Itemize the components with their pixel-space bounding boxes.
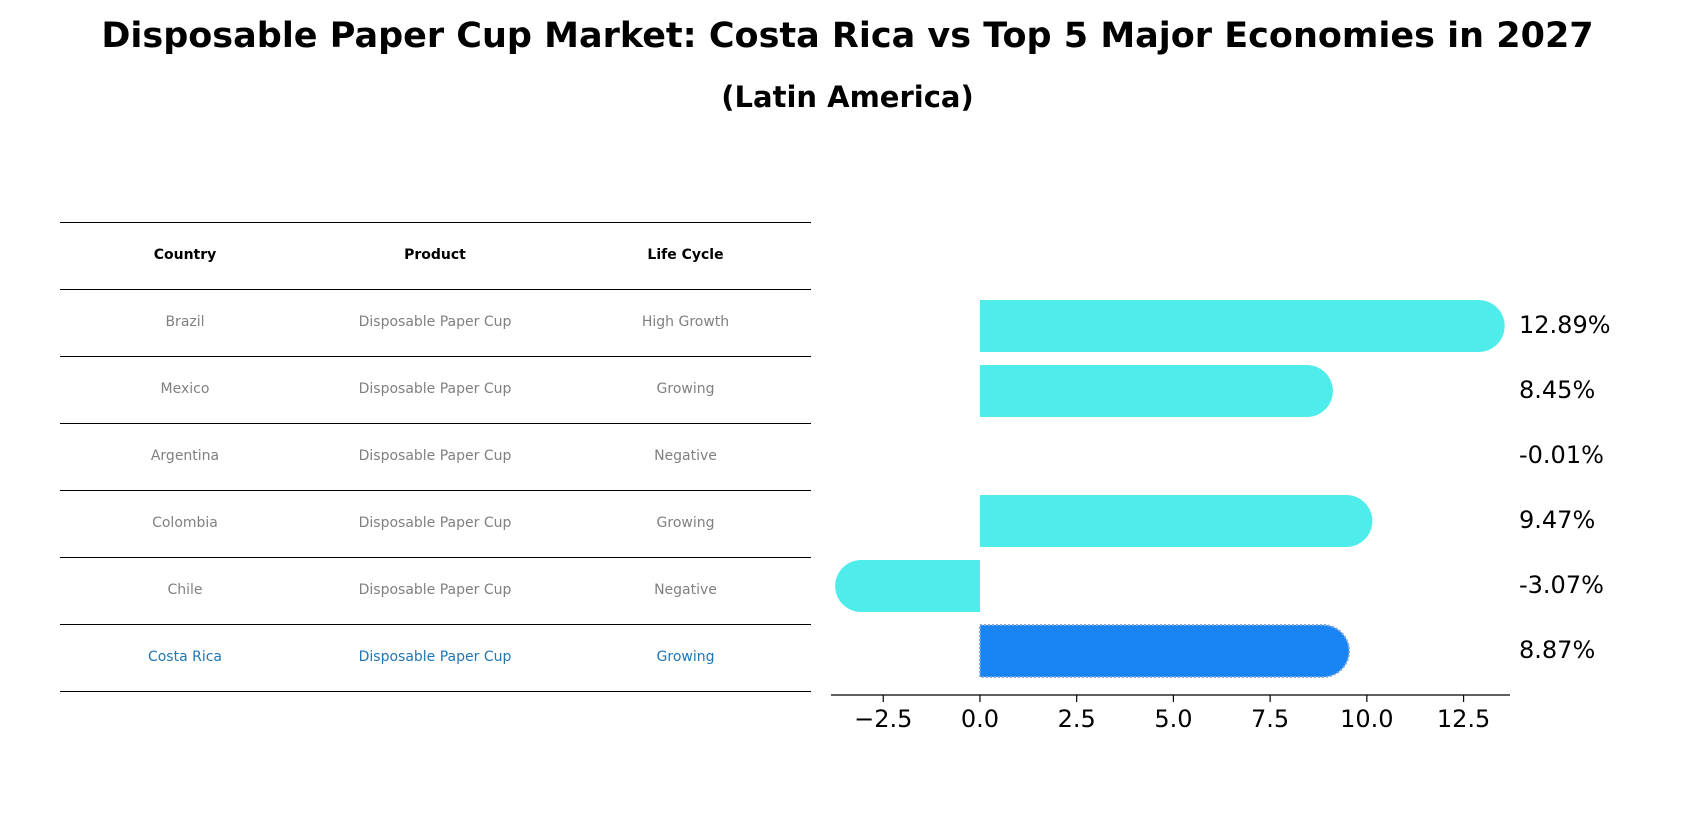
- cell-life-cycle: High Growth: [641, 314, 730, 330]
- header-life-cycle: Life Cycle: [647, 247, 724, 263]
- bar: [979, 495, 1373, 547]
- x-tick-label: 2.5: [1058, 705, 1096, 733]
- value-label: 12.89%: [1519, 311, 1611, 339]
- table-rule: [60, 624, 811, 625]
- cell-product: Disposable Paper Cup: [358, 448, 512, 464]
- x-tick-label: 0.0: [961, 705, 999, 733]
- table-rule: [60, 289, 811, 290]
- cell-product: Disposable Paper Cup: [358, 649, 512, 665]
- table-rule: [60, 557, 811, 558]
- bar: [979, 365, 1333, 417]
- cell-product: Disposable Paper Cup: [358, 515, 512, 531]
- x-tick-label: −2.5: [854, 705, 912, 733]
- value-label: -3.07%: [1519, 571, 1604, 599]
- cell-country: Brazil: [165, 314, 205, 330]
- table-row: Mexico Disposable Paper Cup Growing: [60, 356, 811, 423]
- cell-product: Disposable Paper Cup: [358, 582, 512, 598]
- cell-life-cycle: Growing: [656, 515, 715, 531]
- table-rule: [60, 423, 811, 424]
- table-header-row: Country Product Life Cycle: [60, 222, 811, 289]
- bar: [979, 300, 1505, 352]
- cell-life-cycle: Growing: [656, 649, 715, 665]
- cell-country: Chile: [167, 582, 203, 598]
- cell-country: Colombia: [152, 515, 218, 531]
- cell-country: Costa Rica: [147, 649, 223, 665]
- x-tick-label: 12.5: [1437, 705, 1490, 733]
- x-tick-label: 5.0: [1154, 705, 1192, 733]
- table-rule: [60, 356, 811, 357]
- table-rule: [60, 490, 811, 491]
- bar: [835, 560, 980, 612]
- table-row-highlighted: Costa Rica Disposable Paper Cup Growing: [60, 624, 811, 691]
- x-tick-label: 7.5: [1251, 705, 1289, 733]
- table-row: Argentina Disposable Paper Cup Negative: [60, 423, 811, 490]
- value-label: 8.87%: [1519, 636, 1595, 664]
- cell-life-cycle: Negative: [654, 448, 717, 464]
- cell-product: Disposable Paper Cup: [358, 381, 512, 397]
- table-row: Brazil Disposable Paper Cup High Growth: [60, 289, 811, 356]
- table-row: Chile Disposable Paper Cup Negative: [60, 557, 811, 624]
- cell-product: Disposable Paper Cup: [358, 314, 512, 330]
- cell-life-cycle: Growing: [656, 381, 715, 397]
- value-label: 8.45%: [1519, 376, 1595, 404]
- header-product: Product: [404, 247, 466, 263]
- table-rule: [60, 691, 811, 692]
- cell-life-cycle: Negative: [654, 582, 717, 598]
- cell-country: Argentina: [150, 448, 220, 464]
- value-label: 9.47%: [1519, 506, 1595, 534]
- table-row: Colombia Disposable Paper Cup Growing: [60, 490, 811, 557]
- cell-country: Mexico: [160, 381, 210, 397]
- x-tick-label: 10.0: [1340, 705, 1393, 733]
- table-rule: [60, 222, 811, 223]
- bar: [978, 624, 1351, 678]
- chart-title: Disposable Paper Cup Market: Costa Rica …: [101, 16, 1594, 56]
- chart-subtitle: (Latin America): [721, 80, 974, 114]
- header-country: Country: [153, 247, 217, 263]
- value-label: -0.01%: [1519, 441, 1604, 469]
